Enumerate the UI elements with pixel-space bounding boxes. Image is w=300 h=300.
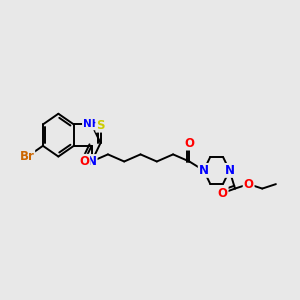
Text: Br: Br bbox=[20, 151, 34, 164]
Text: O: O bbox=[218, 187, 228, 200]
Text: N: N bbox=[199, 164, 209, 177]
Text: O: O bbox=[79, 155, 89, 168]
Text: NH: NH bbox=[83, 119, 101, 129]
Text: O: O bbox=[184, 136, 194, 150]
Text: N: N bbox=[87, 155, 97, 168]
Text: S: S bbox=[96, 118, 105, 132]
Text: N: N bbox=[224, 164, 235, 177]
Text: O: O bbox=[244, 178, 254, 190]
